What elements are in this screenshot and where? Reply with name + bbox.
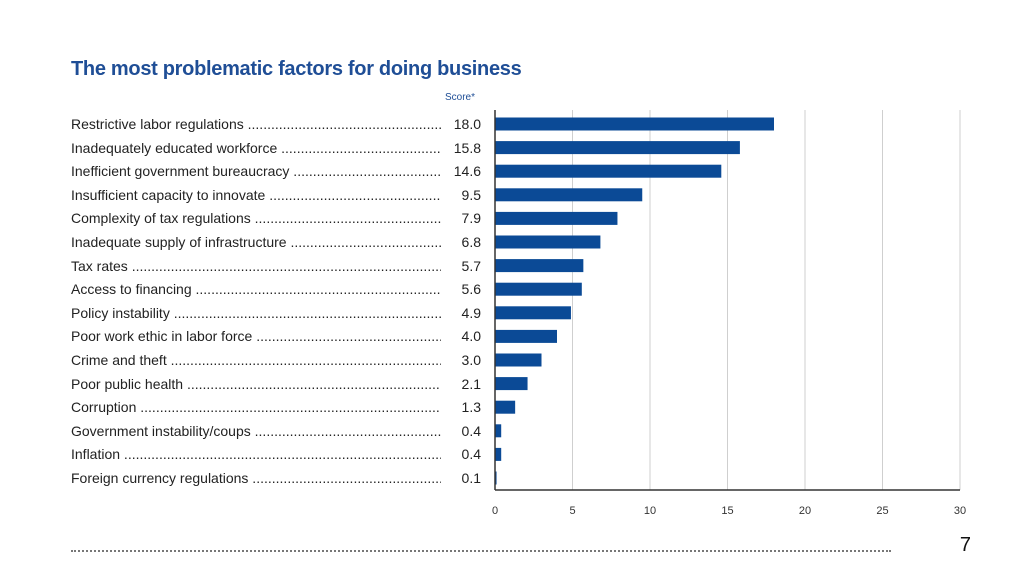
x-tick-label: 25 bbox=[876, 505, 888, 517]
value-label: 15.8 bbox=[452, 137, 481, 158]
category-row: Inefficient government bureaucracy 14.6 bbox=[71, 161, 481, 182]
category-row: Poor public health 2.1 bbox=[71, 373, 481, 394]
bar bbox=[495, 164, 722, 178]
category-label: Tax rates bbox=[71, 256, 441, 276]
category-label: Government instability/coups bbox=[71, 421, 441, 441]
bar bbox=[495, 447, 502, 461]
value-label: 4.0 bbox=[460, 326, 481, 347]
bar bbox=[495, 329, 557, 343]
score-axis-label: Score* bbox=[445, 92, 476, 103]
category-row: Policy instability 4.9 bbox=[71, 302, 481, 323]
bar bbox=[495, 353, 542, 367]
bar-chart: 0 5 10 15 20 25 30 bbox=[492, 110, 966, 517]
bar bbox=[495, 282, 582, 296]
bar bbox=[495, 471, 497, 485]
value-label: 7.9 bbox=[460, 208, 481, 229]
value-label: 0.1 bbox=[460, 468, 481, 488]
category-label: Inefficient government bureaucracy bbox=[71, 161, 441, 181]
page-number: 7 bbox=[959, 534, 971, 556]
bar bbox=[495, 211, 618, 225]
category-row: Poor work ethic in labor force 4.0 bbox=[71, 326, 481, 347]
value-label: 14.6 bbox=[452, 161, 481, 182]
category-label: Foreign currency regulations bbox=[71, 468, 441, 488]
value-label: 5.6 bbox=[460, 279, 481, 300]
value-label: 6.8 bbox=[460, 232, 481, 252]
category-label: Restrictive labor regulations bbox=[71, 114, 441, 134]
category-row: Restrictive labor regulations 18.0 bbox=[71, 114, 481, 134]
category-row: Government instability/coups 0.4 bbox=[71, 420, 481, 441]
bar bbox=[495, 259, 584, 273]
x-tick-label: 15 bbox=[721, 505, 733, 517]
value-label: 3.0 bbox=[460, 350, 481, 370]
category-row: Foreign currency regulations 0.1 bbox=[71, 468, 481, 488]
chart-title: The most problematic factors for doing b… bbox=[71, 58, 522, 80]
category-row: Corruption 1.3 bbox=[71, 397, 481, 418]
category-row: Inadequate supply of infrastructure 6.8 bbox=[71, 232, 481, 252]
bar bbox=[495, 141, 740, 155]
category-label: Crime and theft bbox=[71, 350, 441, 370]
bar bbox=[495, 424, 502, 438]
x-tick-label: 30 bbox=[954, 505, 966, 517]
value-label: 0.4 bbox=[460, 444, 481, 465]
category-label: Inadequate supply of infrastructure bbox=[71, 232, 441, 252]
category-label: Poor public health bbox=[71, 374, 441, 394]
category-label: Poor work ethic in labor force bbox=[71, 326, 441, 346]
x-tick-label: 20 bbox=[799, 505, 811, 517]
value-label: 18.0 bbox=[452, 114, 481, 134]
category-row: Access to financing 5.6 bbox=[71, 279, 481, 300]
category-row: Inflation 0.4 bbox=[71, 444, 481, 465]
footnote bbox=[71, 549, 891, 553]
bar bbox=[495, 235, 601, 249]
x-tick-label: 10 bbox=[644, 505, 656, 517]
bar bbox=[495, 188, 643, 202]
category-label: Inflation bbox=[71, 444, 441, 464]
bar bbox=[495, 306, 571, 320]
value-label: 2.1 bbox=[460, 373, 481, 394]
category-label: Insufficient capacity to innovate bbox=[71, 185, 441, 205]
bar bbox=[495, 117, 774, 131]
category-label: Corruption bbox=[71, 397, 441, 417]
category-row: Complexity of tax regulations 7.9 bbox=[71, 208, 481, 229]
category-row: Inadequately educated workforce 15.8 bbox=[71, 137, 481, 158]
value-label: 9.5 bbox=[460, 184, 481, 205]
category-row: Crime and theft 3.0 bbox=[71, 350, 481, 370]
category-label: Access to financing bbox=[71, 279, 441, 299]
x-tick-label: 5 bbox=[569, 505, 575, 517]
x-tick-label: 0 bbox=[492, 505, 498, 517]
category-row: Insufficient capacity to innovate 9.5 bbox=[71, 184, 481, 205]
category-label: Complexity of tax regulations bbox=[71, 208, 441, 228]
category-label: Policy instability bbox=[71, 303, 441, 323]
category-label: Inadequately educated workforce bbox=[71, 138, 441, 158]
value-label: 4.9 bbox=[460, 302, 481, 323]
value-label: 1.3 bbox=[460, 397, 481, 418]
category-row: Tax rates 5.7 bbox=[71, 255, 481, 276]
bar bbox=[495, 400, 516, 414]
value-label: 0.4 bbox=[460, 420, 481, 441]
bar bbox=[495, 377, 528, 391]
value-label: 5.7 bbox=[460, 255, 481, 276]
